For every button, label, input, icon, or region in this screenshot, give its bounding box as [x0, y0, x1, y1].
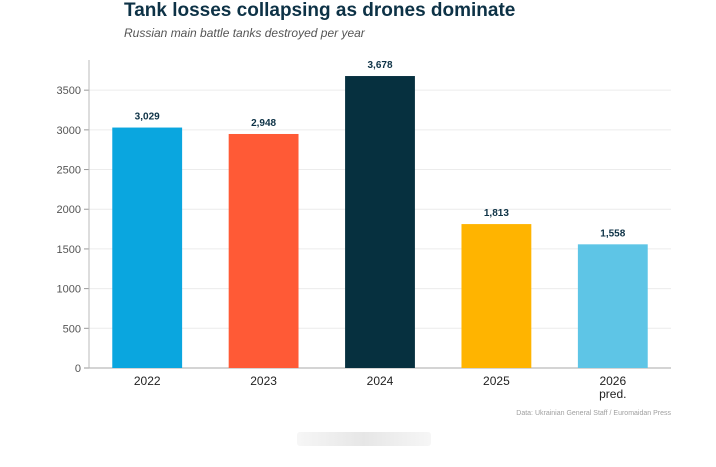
x-tick-label: 2026 pred.: [599, 374, 626, 401]
bar-2024: [345, 76, 415, 369]
y-tick-label: 1500: [57, 244, 81, 256]
chart-subtitle: Russian main battle tanks destroyed per …: [124, 26, 365, 40]
y-tick-label: 3500: [57, 85, 81, 97]
x-tick-label: 2022: [134, 374, 161, 388]
bar-2026: [577, 244, 648, 368]
data-label: 1,558: [600, 228, 625, 239]
y-tick-label: 0: [75, 363, 81, 375]
y-tick-label: 1000: [57, 284, 81, 296]
data-label: 1,813: [484, 208, 509, 219]
y-tick-label: 500: [63, 323, 81, 335]
bar-2023: [228, 133, 299, 368]
x-tick-label: 2024: [367, 374, 394, 388]
x-tick-label: 2025: [483, 374, 510, 388]
y-tick-label: 3000: [57, 125, 81, 137]
watermark: [297, 432, 431, 446]
data-label: 3,678: [367, 60, 392, 71]
bar-2025: [461, 224, 532, 368]
y-tick-label: 2500: [57, 165, 81, 177]
chart-title: Tank losses collapsing as drones dominat…: [124, 0, 516, 21]
data-label: 2,948: [251, 118, 276, 129]
x-tick-label: 2023: [250, 374, 277, 388]
data-source-note: Data: Ukrainian General Staff / Euromaid…: [516, 410, 671, 417]
bar-2022: [112, 127, 183, 368]
data-label: 3,029: [135, 112, 160, 123]
y-tick-label: 2000: [57, 204, 81, 216]
